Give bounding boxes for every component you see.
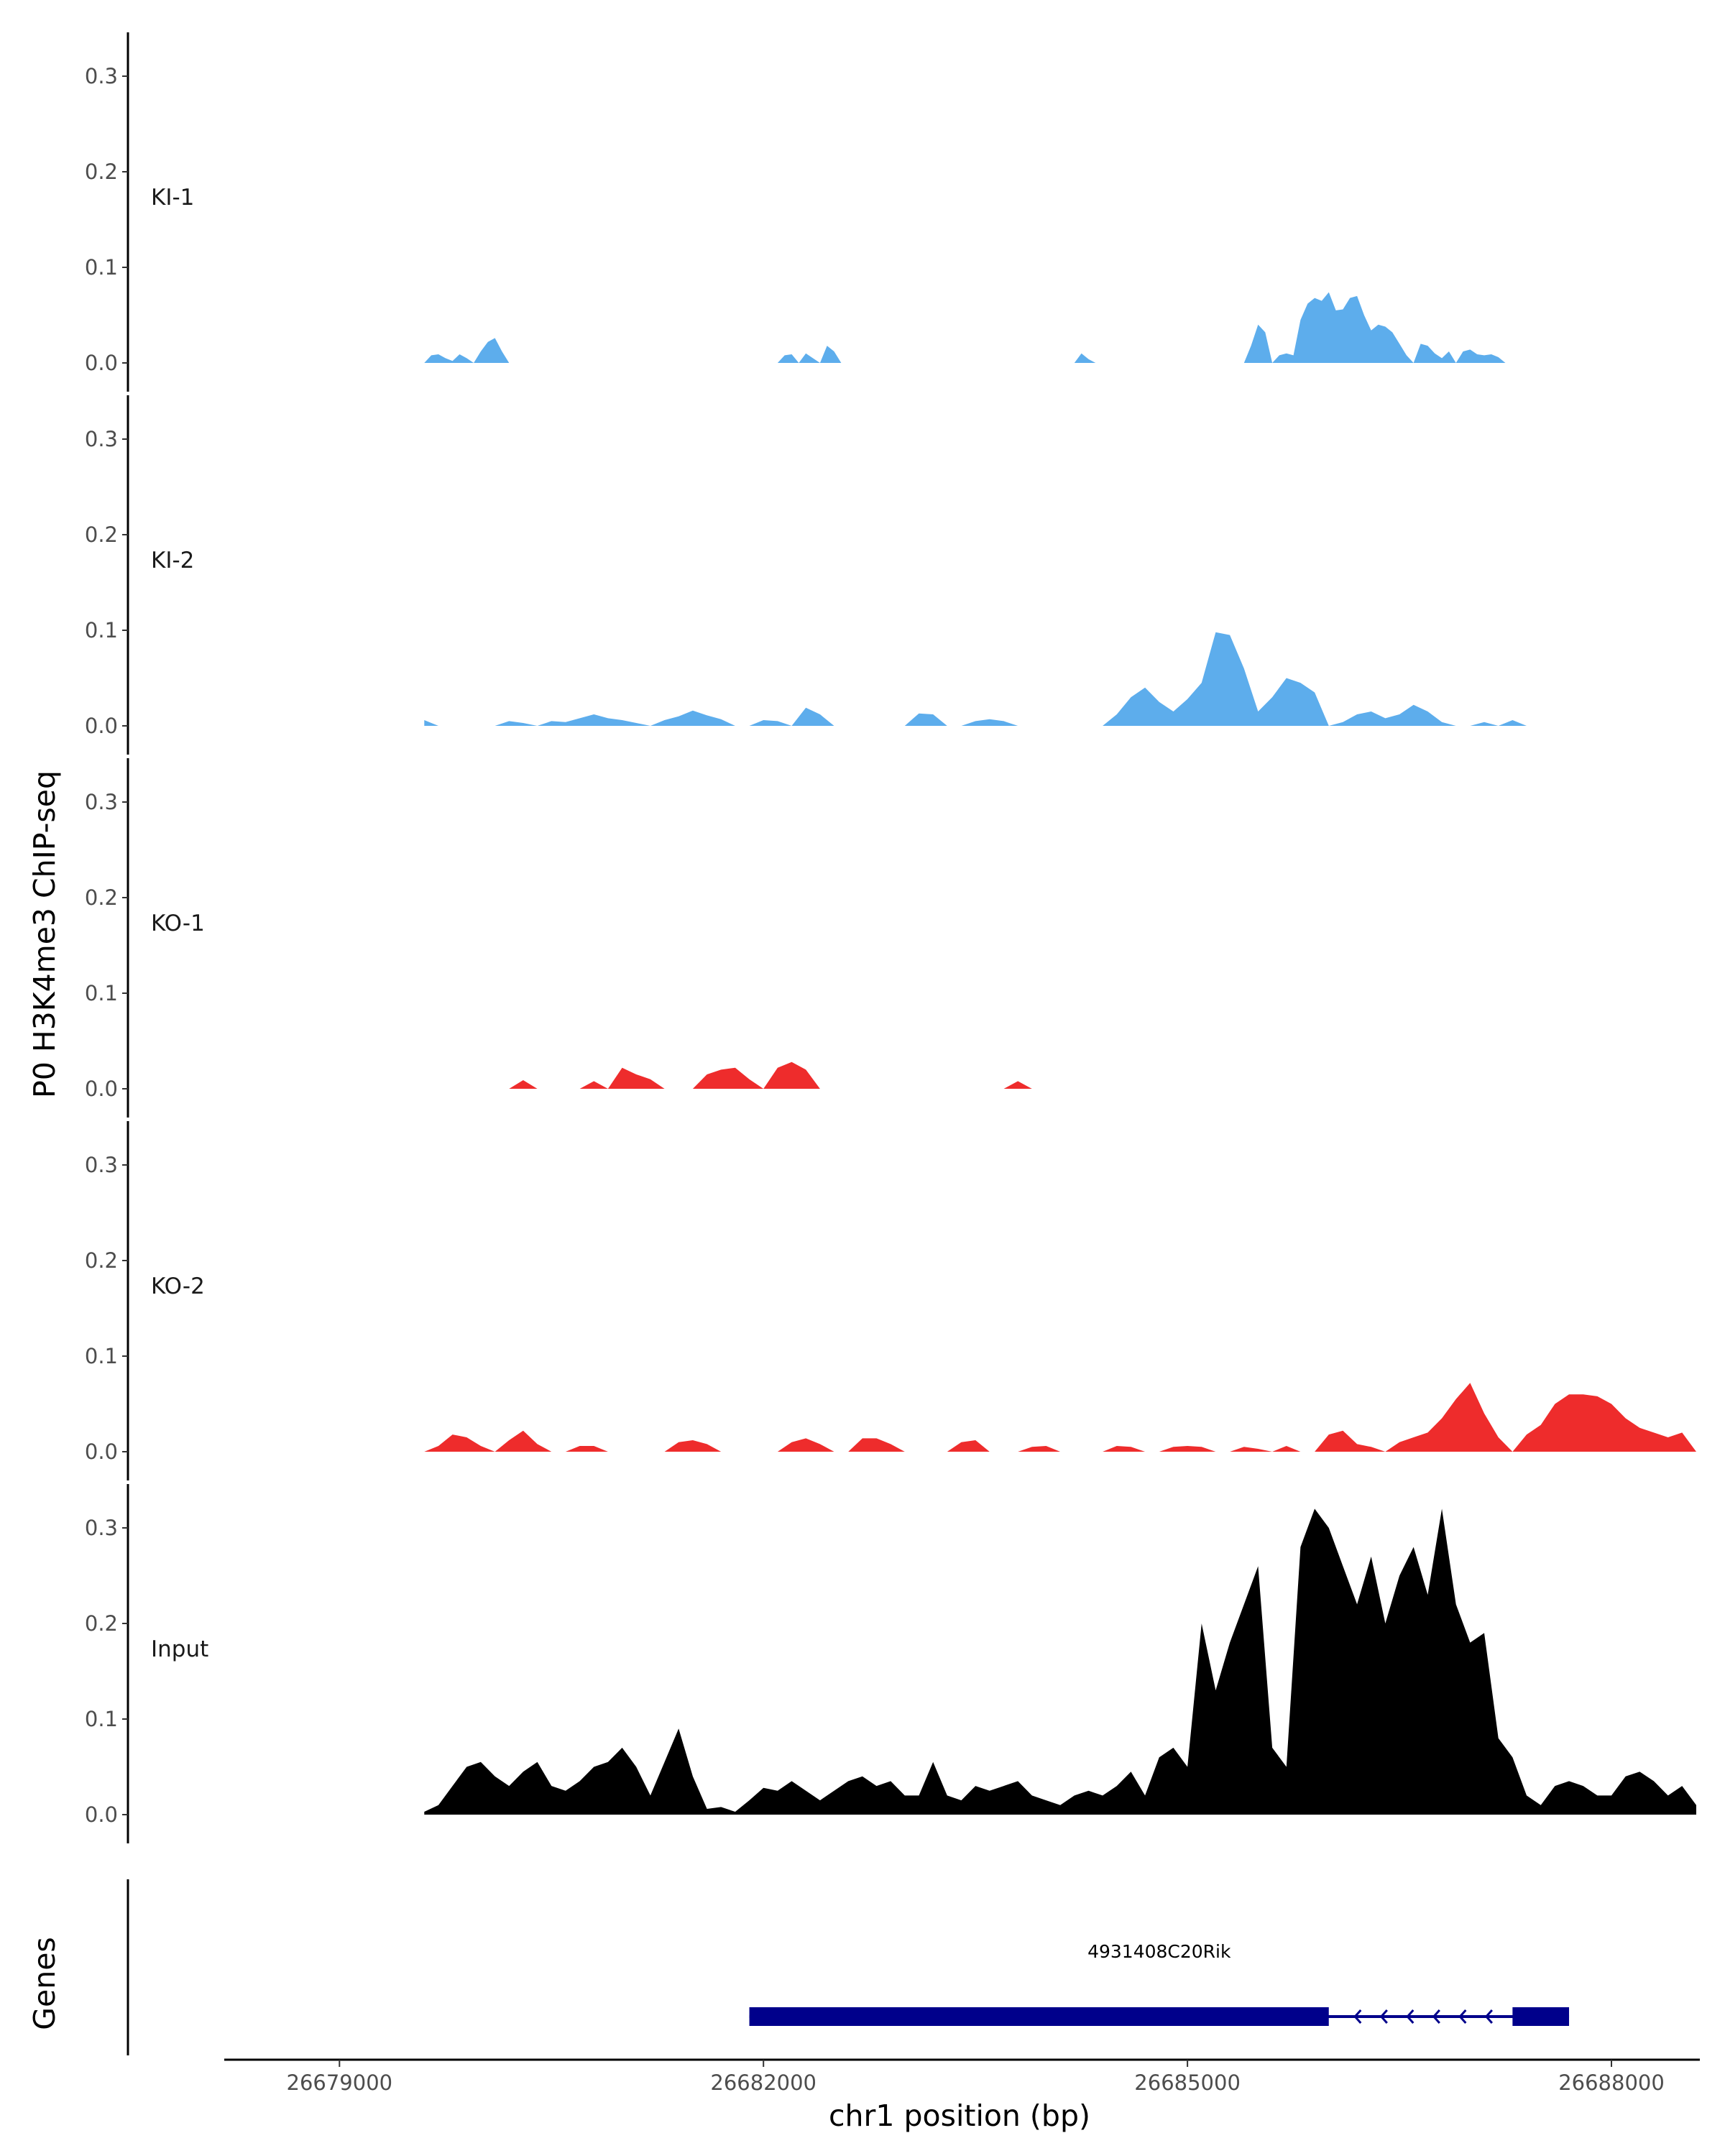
gene-label: 4931408C20Rik: [1087, 1941, 1231, 1962]
signal-area: [424, 632, 1696, 726]
gene-4931408c20rik: 4931408C20Rik: [749, 1941, 1570, 2026]
x-tick-label: 26682000: [710, 2070, 816, 2095]
y-tick-label: 0.3: [85, 1516, 118, 1540]
signal-area: [424, 292, 1696, 363]
strand-arrow: [1379, 2009, 1388, 2024]
y-tick-label: 0.0: [85, 1077, 118, 1101]
x-tick-label: 26679000: [287, 2070, 393, 2095]
y-tick-label: 0.1: [85, 255, 118, 280]
y-tick-label: 0.0: [85, 351, 118, 375]
y-tick-label: 0.3: [85, 427, 118, 451]
track-label: KO-1: [151, 911, 205, 936]
strand-arrow: [1353, 2009, 1362, 2024]
y-tick-label: 0.2: [85, 1248, 118, 1273]
signal-area: [424, 1383, 1696, 1452]
x-axis: 26679000 26682000 26685000 26688000: [224, 2058, 1700, 2095]
track-ko-1: 0.0 0.1 0.2 0.3 KO-1: [85, 758, 1696, 1118]
signal-area: [509, 1061, 1696, 1089]
track-label: KI-1: [151, 185, 194, 211]
x-axis-title: chr1 position (bp): [829, 2099, 1090, 2133]
x-tick-label: 26685000: [1134, 2070, 1241, 2095]
y-tick-label: 0.3: [85, 64, 118, 88]
y-tick-label: 0.3: [85, 1153, 118, 1177]
track-label: KO-2: [151, 1273, 205, 1299]
x-tick-label: 26688000: [1558, 2070, 1665, 2095]
y-tick-label: 0.0: [85, 1802, 118, 1827]
y-tick-label: 0.2: [85, 885, 118, 910]
y-tick-label: 0.2: [85, 522, 118, 547]
track-input: 0.0 0.1 0.2 0.3 Input: [85, 1484, 1696, 1843]
strand-arrow: [1458, 2009, 1467, 2024]
y-tick-label: 0.1: [85, 1344, 118, 1368]
y-tick-label: 0.0: [85, 1439, 118, 1464]
track-ki-1: 0.0 0.1 0.2 0.3 KI-1: [85, 32, 1696, 392]
track-label: Input: [151, 1636, 208, 1662]
y-tick-label: 0.1: [85, 981, 118, 1005]
y-tick-label: 0.1: [85, 618, 118, 642]
y-tick-label: 0.3: [85, 790, 118, 814]
y-tick-label: 0.2: [85, 1611, 118, 1636]
track-ko-2: 0.0 0.1 0.2 0.3 KO-2: [85, 1121, 1696, 1480]
y-tick-label: 0.0: [85, 714, 118, 738]
track-label: KI-2: [151, 548, 194, 573]
y-axis-title: P0 H3K4me3 ChIP-seq: [27, 770, 62, 1098]
strand-arrow: [1432, 2009, 1440, 2024]
strand-arrow: [1406, 2009, 1414, 2024]
tracks-layer: 0.00.10.20.3KI-10.00.10.20.3KI-20.00.10.…: [85, 32, 1696, 1843]
track-ki-2: 0.0 0.1 0.2 0.3 KI-2: [85, 395, 1696, 755]
gene-exon: [749, 2007, 1329, 2026]
gene-exon: [1512, 2007, 1570, 2026]
signal-area: [424, 1508, 1696, 1815]
genes-axis-title: Genes: [27, 1937, 62, 2030]
y-tick-label: 0.1: [85, 1707, 118, 1731]
genes-layer: 4931408C20Rik: [126, 1879, 1570, 2055]
y-tick-label: 0.2: [85, 160, 118, 184]
strand-arrow: [1484, 2009, 1493, 2024]
